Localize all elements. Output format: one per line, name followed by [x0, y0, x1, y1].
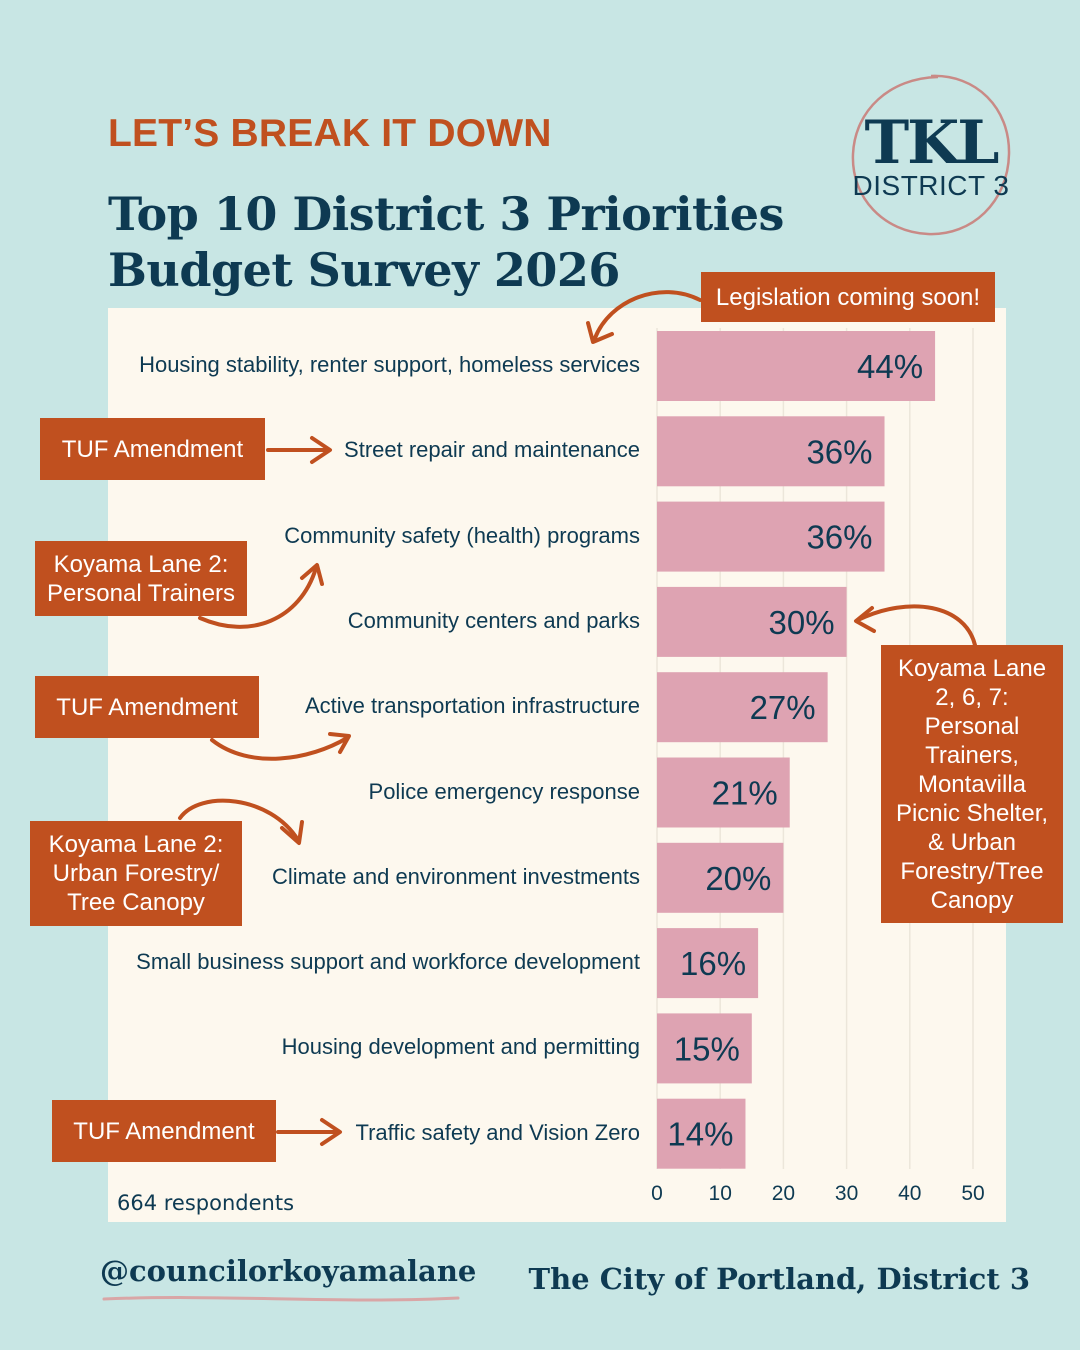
title-line-2: Budget Survey 2026	[108, 243, 620, 297]
tkl-logo: TKL DISTRICT 3	[846, 70, 1016, 240]
x-tick-label: 0	[651, 1182, 663, 1205]
tuf-amendment-callout-2: TUF Amendment	[35, 676, 259, 738]
bar	[657, 672, 828, 743]
x-tick-label: 10	[709, 1182, 732, 1205]
logo-ring	[851, 74, 1011, 236]
logo-sub-text: DISTRICT 3	[852, 170, 1010, 201]
city-footer: The City of Portland, District 3	[528, 1262, 1030, 1296]
category-label: Housing stability, renter support, homel…	[139, 352, 640, 377]
logo-main-text: TKL	[864, 108, 1000, 178]
bar-value-label: 20%	[705, 860, 771, 897]
category-label: Community centers and parks	[347, 607, 640, 633]
x-tick-label: 30	[835, 1182, 858, 1205]
page-title: Top 10 District 3 Priorities Budget Surv…	[108, 186, 784, 298]
x-tick-label: 20	[772, 1182, 795, 1205]
tuf-amendment-callout-3: TUF Amendment	[52, 1100, 276, 1162]
koyama-multi-callout: Koyama Lane 2, 6, 7: Personal Trainers, …	[881, 645, 1063, 923]
x-tick-label: 40	[898, 1182, 921, 1205]
bar-value-label: 30%	[769, 604, 835, 641]
x-tick-label: 50	[961, 1182, 984, 1205]
bar-value-label: 36%	[806, 433, 872, 470]
bar	[657, 928, 759, 999]
category-label: Housing development and permitting	[281, 1034, 640, 1060]
category-label: Traffic safety and Vision Zero	[355, 1119, 640, 1145]
handle-underline	[102, 1296, 460, 1302]
respondents-footnote: 664 respondents	[117, 1191, 295, 1215]
legislation-callout: Legislation coming soon!	[701, 272, 995, 322]
category-label: Police emergency response	[368, 778, 640, 804]
bar-chart: 0 10 20 30 40 50 44% 36% 36% 30% 27% 21% 20% 16% 15% 14…	[651, 328, 985, 1205]
category-label: Small business support and workforce dev…	[136, 949, 640, 975]
bar-value-label: 27%	[750, 689, 816, 726]
bar	[657, 842, 784, 913]
koyama-trainers-callout: Koyama Lane 2: Personal Trainers	[35, 541, 247, 616]
bar-value-label: 15%	[674, 1030, 740, 1067]
category-label: Community safety (health) programs	[284, 522, 640, 548]
bar	[657, 1098, 746, 1169]
kicker-heading: LET’S BREAK IT DOWN	[108, 112, 552, 155]
bar	[657, 501, 885, 572]
bar	[657, 757, 790, 828]
bar	[657, 416, 885, 487]
bar-value-label: 36%	[806, 519, 872, 556]
bar-value-label: 16%	[680, 945, 746, 982]
category-label: Street repair and maintenance	[344, 437, 640, 463]
category-label: Active transportation infrastructure	[304, 693, 640, 719]
bar-value-label: 14%	[667, 1116, 733, 1153]
koyama-forestry-callout: Koyama Lane 2: Urban Forestry/ Tree Cano…	[30, 821, 242, 926]
bar-value-label: 44%	[857, 348, 923, 385]
category-label: Climate and environment investments	[271, 863, 640, 889]
bar	[657, 331, 936, 401]
tuf-amendment-callout-1: TUF Amendment	[40, 418, 265, 480]
bar	[657, 1013, 752, 1084]
social-handle[interactable]: @councilorkoyamalane	[100, 1254, 477, 1288]
bar-value-label: 21%	[712, 775, 778, 812]
bar	[657, 586, 847, 657]
title-line-1: Top 10 District 3 Priorities	[108, 187, 784, 241]
